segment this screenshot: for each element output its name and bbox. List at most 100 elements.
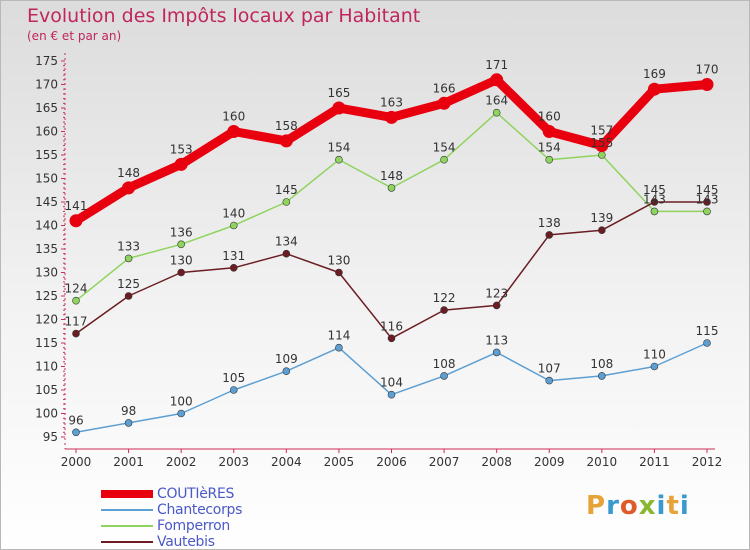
data-label-chantecorps: 96 <box>68 413 83 427</box>
data-label-fomperron: 154 <box>433 141 456 155</box>
legend-label: Chantecorps <box>157 502 243 518</box>
data-label-chantecorps: 108 <box>433 357 456 371</box>
data-point-chantecorps <box>492 348 501 357</box>
x-tick-label: 2004 <box>271 455 302 469</box>
chart-subtitle: (en € et par an) <box>27 29 122 43</box>
data-point-chantecorps <box>703 339 711 347</box>
data-label-couti-res: 171 <box>485 58 508 72</box>
y-tick-label: 130 <box>35 266 58 280</box>
data-label-fomperron: 143 <box>696 192 719 206</box>
data-label-chantecorps: 110 <box>643 348 666 362</box>
legend-swatch-vautebis <box>101 541 153 543</box>
x-tick-label: 2011 <box>639 455 670 469</box>
data-label-chantecorps: 114 <box>327 329 350 343</box>
data-label-couti-res: 141 <box>65 199 88 213</box>
y-tick-label: 120 <box>35 313 58 327</box>
data-label-vautebis: 139 <box>590 211 613 225</box>
data-label-chantecorps: 109 <box>275 352 298 366</box>
y-tick-label: 115 <box>35 336 58 350</box>
data-point-chantecorps <box>387 390 396 399</box>
x-tick-label: 2008 <box>481 455 512 469</box>
data-label-chantecorps: 115 <box>696 324 719 338</box>
legend-item-fomperron: Fomperron <box>101 518 242 534</box>
data-label-vautebis: 134 <box>275 235 298 249</box>
data-point-couti-res <box>595 139 609 153</box>
logo-letter: o <box>619 491 639 521</box>
data-label-vautebis: 138 <box>538 216 561 230</box>
data-label-fomperron: 133 <box>117 239 140 253</box>
legend-item-chantecorps: Chantecorps <box>101 502 242 518</box>
data-label-fomperron: 145 <box>275 183 298 197</box>
y-tick-label: 125 <box>35 289 58 303</box>
legend-swatch-coutieres <box>101 490 153 498</box>
data-point-chantecorps <box>335 343 343 352</box>
data-point-fomperron <box>124 254 133 263</box>
data-point-couti-res <box>122 181 136 195</box>
data-label-couti-res: 163 <box>380 95 403 109</box>
legend-item-coutieres: COUTIèRES <box>101 486 242 502</box>
y-tick-label: 165 <box>35 101 58 115</box>
data-point-vautebis <box>335 268 343 277</box>
data-label-chantecorps: 98 <box>121 404 136 418</box>
data-point-fomperron <box>440 155 448 164</box>
data-label-chantecorps: 105 <box>222 371 245 385</box>
y-tick-label: 155 <box>35 148 58 162</box>
data-label-chantecorps: 108 <box>590 357 613 371</box>
data-point-fomperron <box>387 184 396 192</box>
chart-points <box>69 73 714 437</box>
legend-swatch-chantecorps <box>101 509 153 511</box>
data-point-vautebis <box>440 306 448 314</box>
data-point-chantecorps <box>124 419 133 427</box>
data-point-vautebis <box>492 301 501 310</box>
proxiti-logo: Proxiti <box>586 491 690 521</box>
data-label-fomperron: 143 <box>643 192 666 206</box>
data-label-fomperron: 136 <box>170 225 193 239</box>
data-label-couti-res: 170 <box>696 63 719 77</box>
legend-item-vautebis: Vautebis <box>101 534 242 550</box>
x-tick-label: 2005 <box>324 455 355 469</box>
y-tick-label: 175 <box>35 54 58 68</box>
data-label-couti-res: 160 <box>222 110 245 124</box>
data-label-chantecorps: 107 <box>538 362 561 376</box>
legend-swatch-fomperron <box>101 525 153 527</box>
data-point-couti-res <box>227 125 241 138</box>
legend-label: Fomperron <box>157 518 230 534</box>
data-point-couti-res <box>542 125 556 138</box>
data-point-vautebis <box>177 268 185 277</box>
data-label-fomperron: 124 <box>65 282 88 296</box>
data-label-couti-res: 157 <box>590 124 613 138</box>
data-label-fomperron: 140 <box>222 207 245 221</box>
data-label-vautebis: 145 <box>643 183 666 197</box>
data-label-vautebis: 130 <box>170 254 193 268</box>
data-point-chantecorps <box>650 362 659 371</box>
y-tick-label: 170 <box>35 78 58 92</box>
data-label-chantecorps: 113 <box>485 333 508 347</box>
data-point-fomperron <box>229 221 238 230</box>
data-point-fomperron <box>72 296 80 305</box>
chart-axes: 95 100 105 110 115 120 125 130 135 140 145 150 155 16… <box>35 53 722 469</box>
legend-label: Vautebis <box>157 534 215 550</box>
data-point-couti-res <box>279 134 293 148</box>
data-label-couti-res: 166 <box>433 81 456 95</box>
x-tick-label: 2007 <box>429 455 460 469</box>
data-point-fomperron <box>545 155 554 164</box>
data-label-couti-res: 160 <box>538 110 561 124</box>
data-point-couti-res <box>437 96 451 110</box>
data-point-fomperron <box>177 240 185 249</box>
data-label-vautebis: 123 <box>485 286 508 300</box>
data-label-chantecorps: 104 <box>380 376 403 390</box>
logo-letter: P <box>586 491 607 521</box>
data-point-fomperron <box>282 198 291 206</box>
y-tick-label: 145 <box>35 195 58 209</box>
data-label-vautebis: 125 <box>117 277 140 291</box>
data-point-couti-res <box>174 157 188 171</box>
data-point-fomperron <box>598 151 606 159</box>
data-point-vautebis <box>387 334 396 343</box>
data-label-couti-res: 148 <box>117 166 140 180</box>
logo-letter: x <box>638 491 657 521</box>
logo-letter: i <box>679 491 690 521</box>
y-tick-label: 110 <box>35 360 58 374</box>
data-point-chantecorps <box>440 372 448 380</box>
chart-legend: COUTIèRES Chantecorps Fomperron Vautebis <box>101 486 242 550</box>
